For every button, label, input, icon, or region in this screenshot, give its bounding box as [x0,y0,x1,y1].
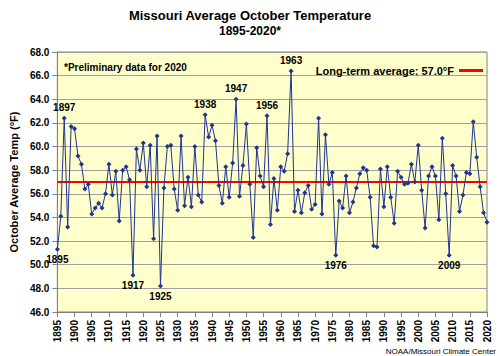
svg-text:1905: 1905 [86,320,97,343]
svg-text:1945: 1945 [224,320,235,343]
svg-text:1970: 1970 [310,320,321,343]
svg-text:1965: 1965 [292,320,303,343]
svg-text:1938: 1938 [194,99,217,110]
svg-text:1963: 1963 [280,55,303,66]
svg-text:1917: 1917 [122,280,145,291]
svg-text:1897: 1897 [53,102,76,113]
svg-text:1925: 1925 [149,291,172,302]
svg-text:*Preliminary data for 2020: *Preliminary data for 2020 [64,62,187,73]
svg-text:1980: 1980 [344,320,355,343]
svg-text:1985: 1985 [361,320,372,343]
svg-text:1995: 1995 [396,320,407,343]
svg-text:46.0: 46.0 [30,307,50,318]
svg-text:54.0: 54.0 [30,212,50,223]
svg-text:1915: 1915 [121,320,132,343]
svg-text:NOAA/Missouri Climate Center: NOAA/Missouri Climate Center [386,347,497,356]
svg-text:1955: 1955 [258,320,269,343]
svg-text:52.0: 52.0 [30,236,50,247]
svg-text:56.0: 56.0 [30,188,50,199]
svg-text:Long-term average: 57.0°F: Long-term average: 57.0°F [316,65,455,77]
svg-text:58.0: 58.0 [30,165,50,176]
svg-text:68.0: 68.0 [30,47,50,58]
svg-text:60.0: 60.0 [30,141,50,152]
svg-text:1910: 1910 [103,320,114,343]
svg-text:1895-2020*: 1895-2020* [219,24,281,38]
svg-text:1925: 1925 [155,320,166,343]
svg-text:2015: 2015 [464,320,475,343]
svg-text:2005: 2005 [430,320,441,343]
svg-text:50.0: 50.0 [29,259,50,271]
svg-text:1920: 1920 [138,320,149,343]
svg-text:2020: 2020 [482,320,493,343]
svg-text:1956: 1956 [256,100,279,111]
svg-text:2009: 2009 [438,260,461,271]
svg-text:1947: 1947 [225,83,248,94]
svg-text:1930: 1930 [172,320,183,343]
svg-text:1976: 1976 [325,260,348,271]
svg-text:1895: 1895 [46,254,69,265]
svg-text:48.0: 48.0 [30,283,50,294]
svg-text:66.0: 66.0 [30,70,50,81]
svg-text:1895: 1895 [52,320,63,343]
svg-text:64.0: 64.0 [30,94,50,105]
svg-text:October Average Temp (°F): October Average Temp (°F) [8,111,20,252]
svg-text:1990: 1990 [378,320,389,343]
svg-text:1940: 1940 [207,320,218,343]
svg-text:1960: 1960 [275,320,286,343]
svg-text:1900: 1900 [69,320,80,343]
svg-text:62.0: 62.0 [30,117,50,128]
svg-text:Missouri Average October Tempe: Missouri Average October Temperature [129,8,371,23]
svg-text:2000: 2000 [413,320,424,343]
svg-text:1975: 1975 [327,320,338,343]
svg-text:2010: 2010 [447,320,458,343]
svg-text:1935: 1935 [189,320,200,343]
svg-text:1950: 1950 [241,320,252,343]
